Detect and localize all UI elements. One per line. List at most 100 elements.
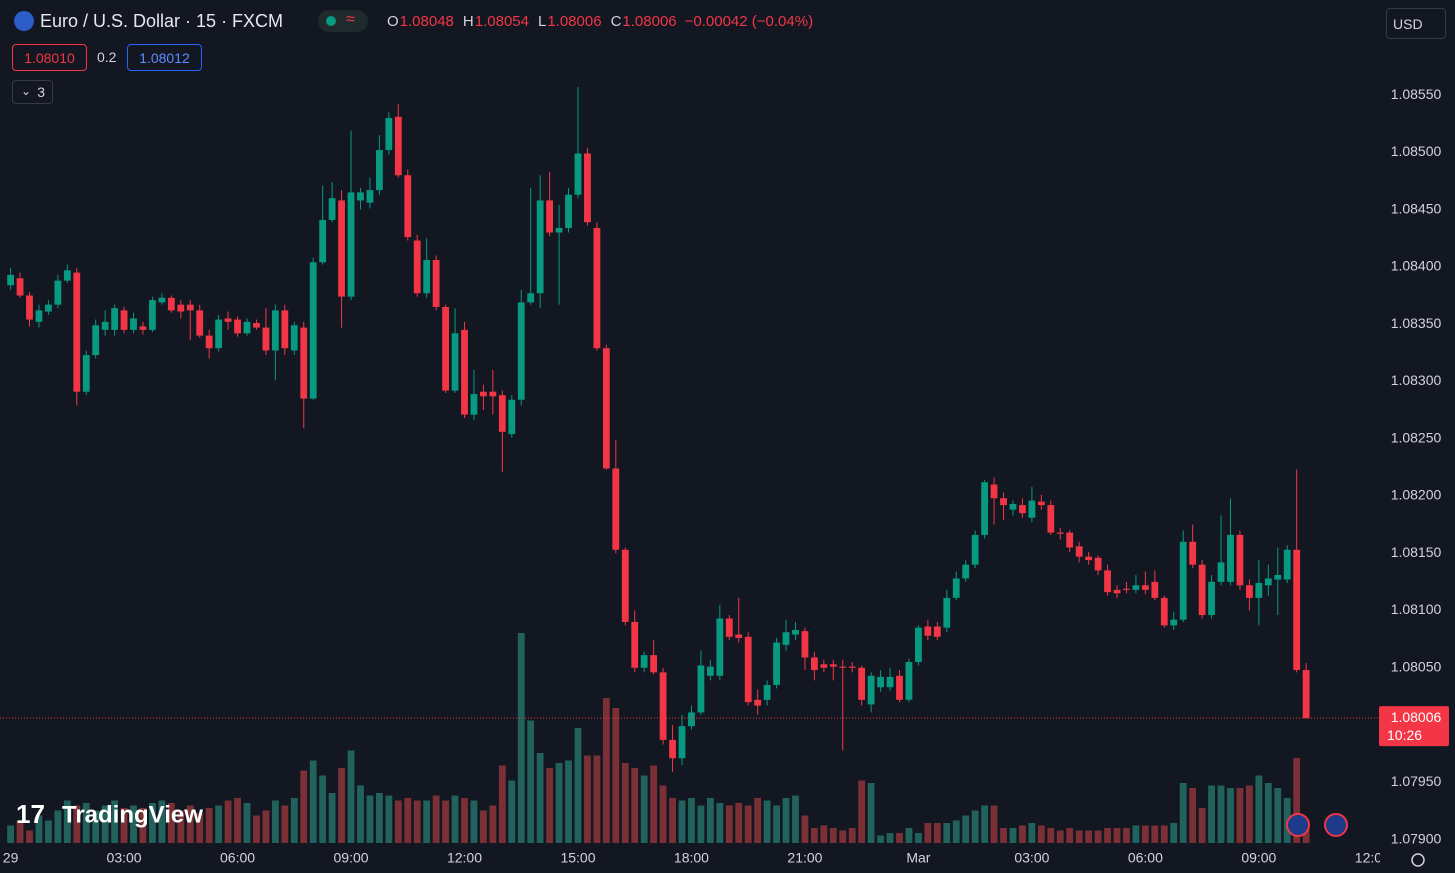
buy-button[interactable]: 1.08012 (127, 44, 202, 71)
volume-bar (196, 813, 204, 843)
status-pill[interactable]: ≈ (318, 10, 368, 32)
candle-body (489, 391, 497, 397)
volume-bar (7, 825, 14, 843)
volume-bar (924, 823, 932, 843)
volume-bar (565, 760, 572, 843)
volume-bar (650, 765, 658, 843)
candle-body (1179, 541, 1187, 620)
ohlc-key: L (537, 13, 547, 30)
candle-body (1189, 541, 1197, 565)
volume-bar (631, 768, 639, 843)
volume-bar (1104, 828, 1111, 843)
volume-bar (1151, 825, 1159, 843)
event-icon[interactable] (1286, 813, 1310, 837)
volume-bar (952, 820, 960, 843)
volume-bar (896, 833, 903, 843)
candle-body (1085, 556, 1093, 561)
candle-body (602, 348, 610, 469)
candle-body (1141, 585, 1149, 590)
candle-body (924, 626, 932, 636)
volume-bar (678, 800, 686, 843)
volume-bar (328, 793, 336, 843)
volume-bar (1037, 825, 1045, 843)
sell-button[interactable]: 1.08010 (12, 44, 87, 71)
volume-bar (754, 798, 762, 843)
candle-body (461, 329, 468, 415)
candle-body (205, 335, 213, 349)
volume-bar (177, 810, 185, 843)
volume-bar (848, 828, 856, 843)
candle-body (517, 302, 525, 400)
event-icons[interactable] (1286, 813, 1348, 837)
volume-bar (451, 795, 459, 843)
volume-bar (1094, 830, 1102, 843)
x-tick-label: 12:00 (447, 850, 482, 866)
candle-body (792, 629, 799, 635)
volume-bar (347, 750, 355, 843)
indicators-toggle[interactable]: ⌄ 3 (12, 80, 53, 104)
currency-button[interactable]: USD (1386, 8, 1446, 39)
ohlc-value: 1.08048 (399, 13, 454, 30)
candle-body (971, 534, 979, 565)
volume-bar (782, 798, 790, 843)
candle-body (35, 310, 43, 322)
volume-bar (1019, 825, 1026, 843)
candle-body (1293, 549, 1301, 671)
volume-bar (735, 803, 743, 843)
candle-body (962, 564, 970, 579)
volume-bar (716, 803, 724, 843)
candle-body (1113, 589, 1121, 594)
x-tick-label: 06:00 (1128, 850, 1163, 866)
volume-bar (990, 805, 998, 843)
volume-bar (375, 793, 383, 843)
candle-body (839, 666, 847, 668)
candle-body (224, 318, 232, 322)
volume-bar (281, 805, 289, 843)
volume-bar (205, 808, 213, 843)
volume-bar (1047, 828, 1055, 843)
volume-bar (271, 800, 279, 843)
volume-bar (394, 800, 402, 843)
x-tick-label: 06:00 (220, 850, 255, 866)
candle-body (451, 333, 459, 391)
volume-bar (1293, 758, 1301, 843)
x-tick-label: 15:00 (560, 850, 595, 866)
volume-bar (621, 763, 629, 843)
candle-body (678, 726, 686, 759)
volume-bar (725, 805, 733, 843)
candle-body (366, 190, 374, 203)
event-icon[interactable] (1324, 813, 1348, 837)
volume-bar (338, 768, 345, 843)
chevron: ⌄ (21, 84, 32, 98)
volume-bar (574, 728, 582, 843)
candle-body (612, 468, 620, 550)
candle-body (527, 293, 535, 303)
candle-body (158, 297, 166, 303)
volume-bar (915, 833, 922, 843)
volume-bar (73, 805, 81, 843)
volume-bar (413, 800, 421, 843)
volume-bar (508, 780, 516, 843)
candle-body (26, 295, 33, 320)
candle-body (915, 627, 922, 663)
volume-bar (669, 798, 676, 843)
candle-body (281, 310, 289, 349)
candle-body (1066, 532, 1074, 548)
x-tick-label: 29 (3, 850, 19, 866)
candle-body (375, 150, 383, 191)
candle-body (536, 200, 544, 294)
volume-bar (82, 803, 90, 843)
volume-bar (35, 815, 43, 843)
settings-icon[interactable] (1411, 853, 1425, 867)
volume-bar (120, 808, 128, 843)
volume-bar (933, 823, 941, 843)
y-tick-label: 1.08400 (1391, 258, 1442, 274)
candle-body (1028, 500, 1036, 518)
volume-bar (224, 800, 232, 843)
volume-bar (26, 830, 33, 843)
candle-body (130, 318, 137, 330)
candle-body (640, 655, 648, 668)
volume-bar (63, 800, 71, 843)
volume-bar (158, 800, 166, 843)
candle-body (1037, 501, 1045, 506)
